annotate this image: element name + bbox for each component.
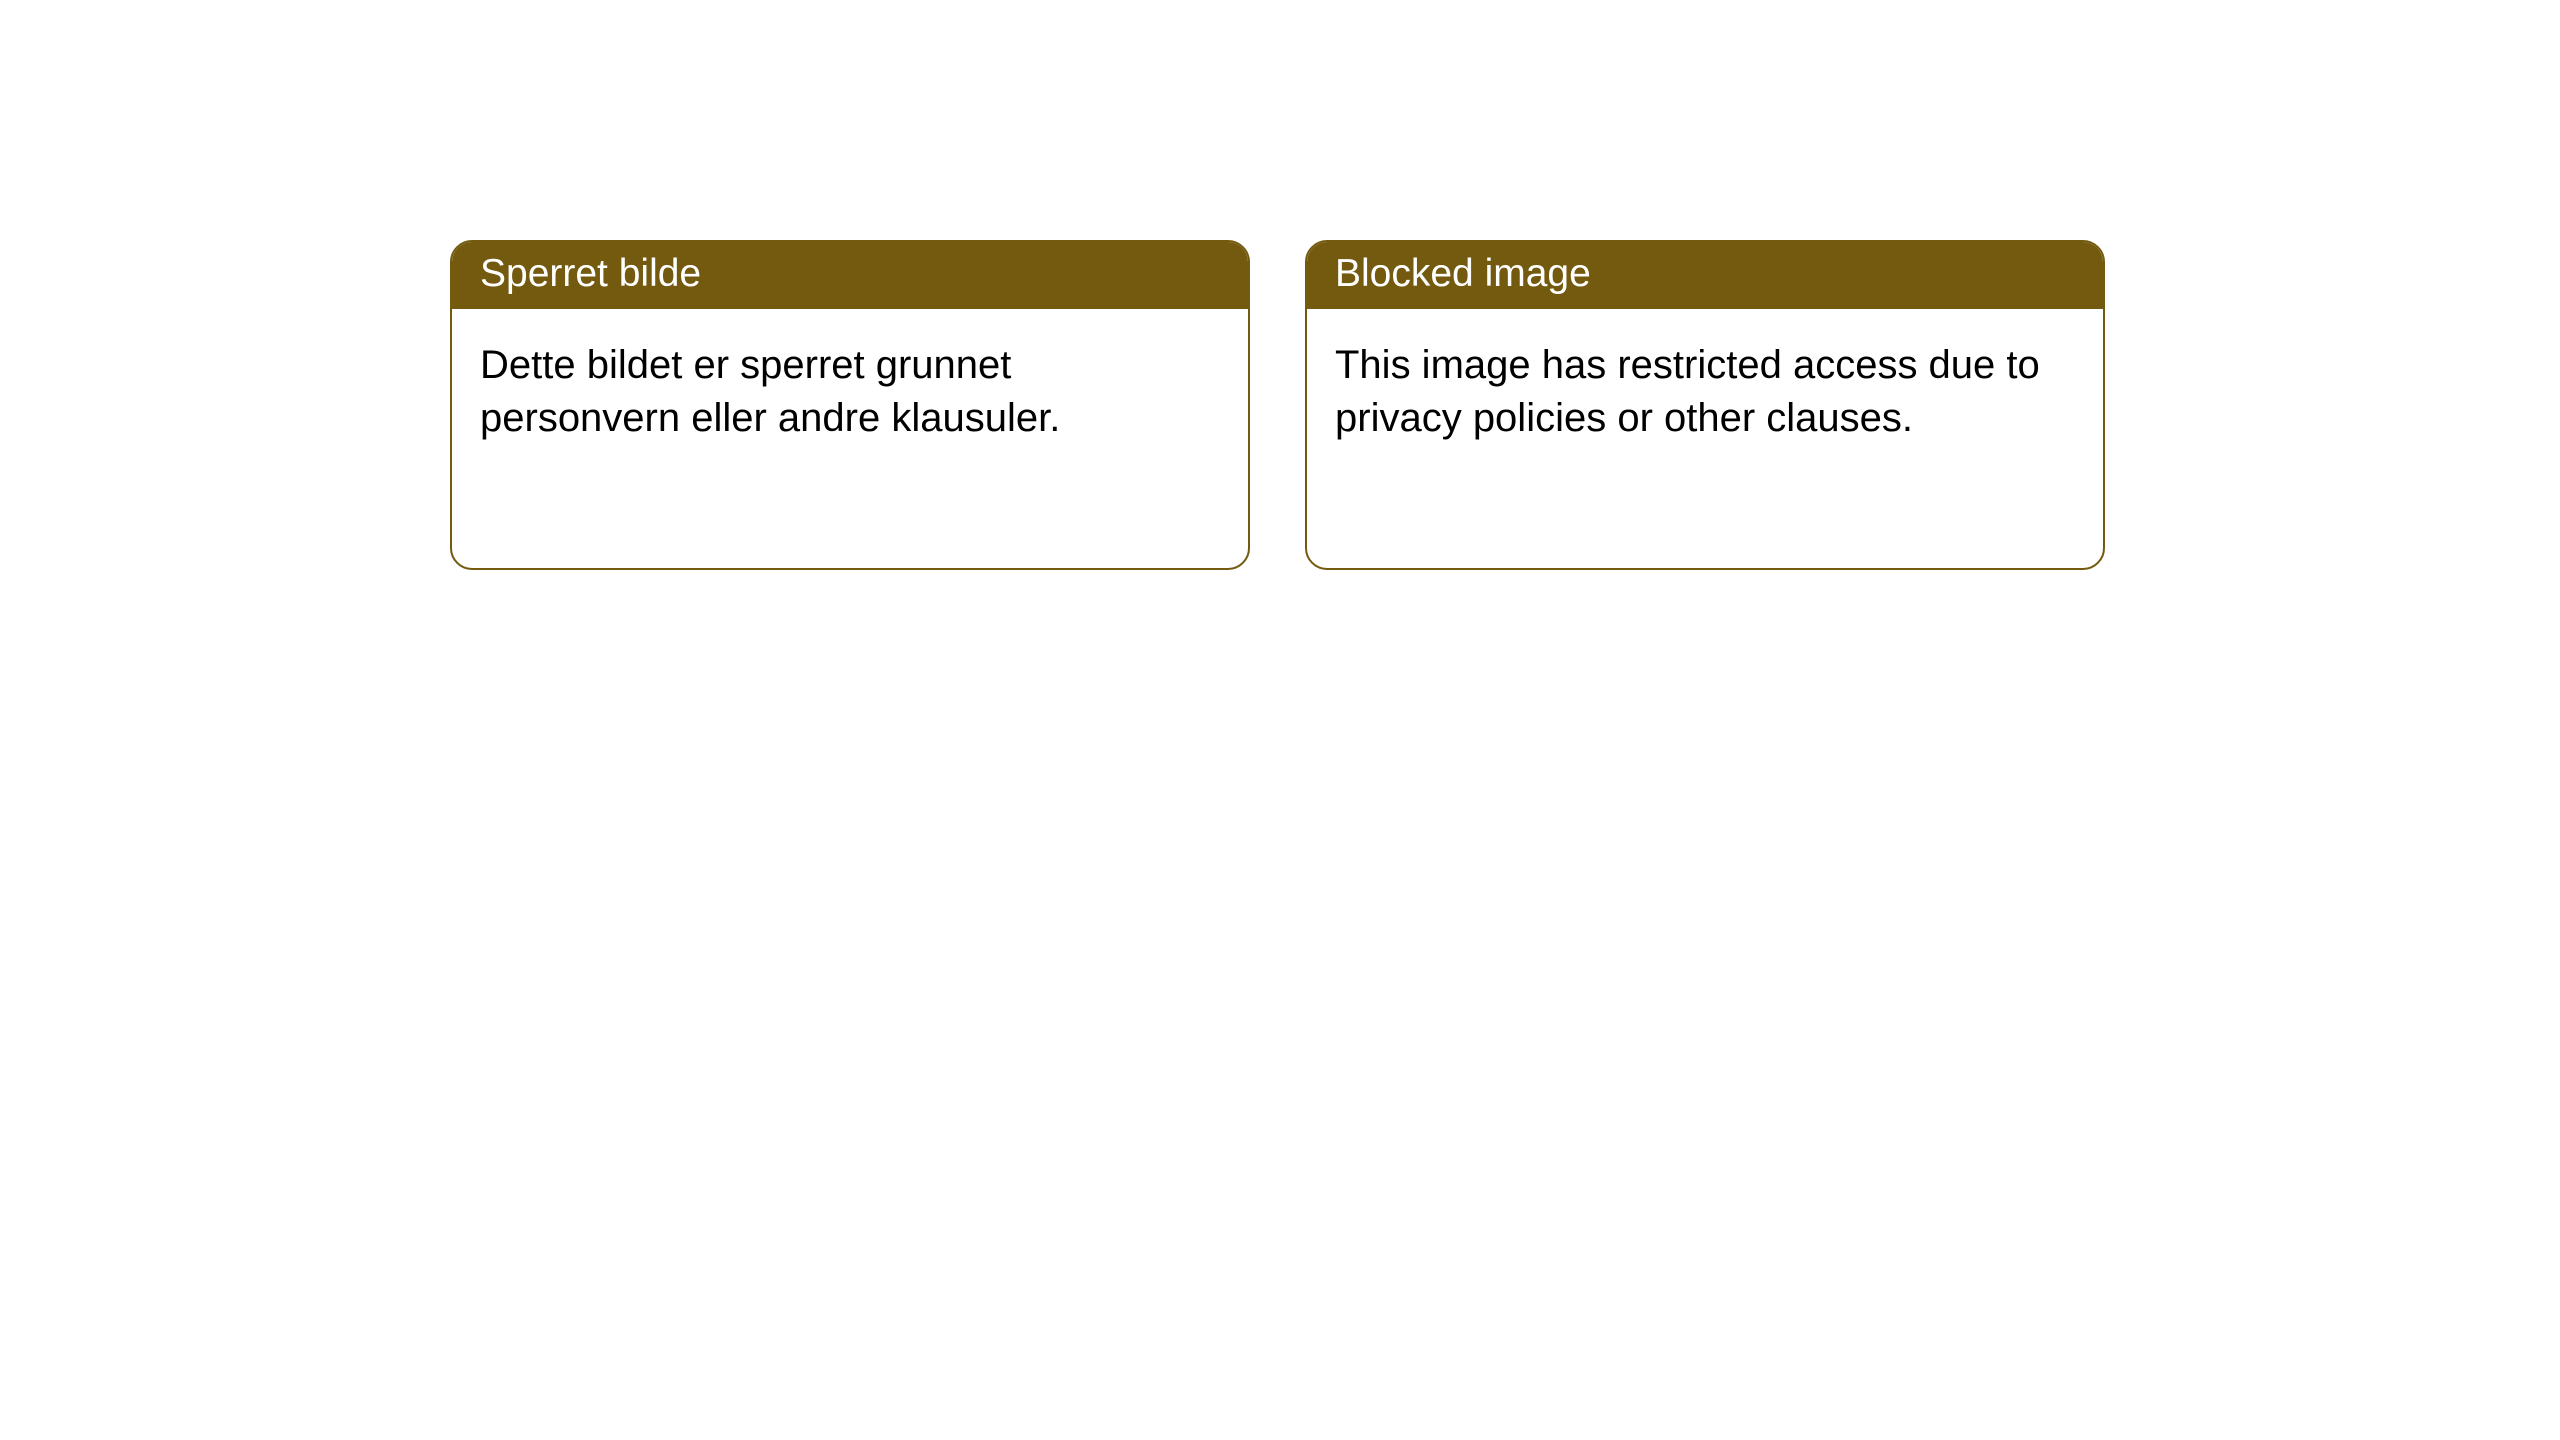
notice-title-norwegian: Sperret bilde — [452, 242, 1248, 309]
notice-card-english: Blocked image This image has restricted … — [1305, 240, 2105, 570]
notice-card-norwegian: Sperret bilde Dette bildet er sperret gr… — [450, 240, 1250, 570]
notice-container: Sperret bilde Dette bildet er sperret gr… — [0, 0, 2560, 570]
notice-message-norwegian: Dette bildet er sperret grunnet personve… — [452, 309, 1248, 475]
notice-title-english: Blocked image — [1307, 242, 2103, 309]
notice-message-english: This image has restricted access due to … — [1307, 309, 2103, 475]
